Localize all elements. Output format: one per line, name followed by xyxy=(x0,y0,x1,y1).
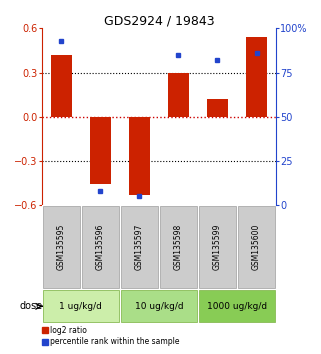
FancyBboxPatch shape xyxy=(43,206,80,288)
FancyBboxPatch shape xyxy=(82,206,119,288)
FancyBboxPatch shape xyxy=(199,290,275,322)
FancyBboxPatch shape xyxy=(199,206,236,288)
FancyBboxPatch shape xyxy=(121,206,158,288)
Legend: log2 ratio, percentile rank within the sample: log2 ratio, percentile rank within the s… xyxy=(43,326,179,346)
Text: dose: dose xyxy=(20,301,43,311)
Bar xyxy=(129,117,150,195)
Bar xyxy=(207,99,228,117)
FancyBboxPatch shape xyxy=(238,206,275,288)
Text: GSM135600: GSM135600 xyxy=(252,224,261,270)
Text: GSM135596: GSM135596 xyxy=(96,224,105,270)
Text: GSM135598: GSM135598 xyxy=(174,224,183,270)
Text: 1 ug/kg/d: 1 ug/kg/d xyxy=(59,302,102,311)
Text: GSM135597: GSM135597 xyxy=(135,224,144,270)
FancyBboxPatch shape xyxy=(160,206,197,288)
Title: GDS2924 / 19843: GDS2924 / 19843 xyxy=(104,14,214,27)
Text: 1000 ug/kg/d: 1000 ug/kg/d xyxy=(207,302,267,311)
Bar xyxy=(50,55,72,117)
Text: 10 ug/kg/d: 10 ug/kg/d xyxy=(134,302,183,311)
Bar xyxy=(168,73,189,117)
Text: GSM135595: GSM135595 xyxy=(57,224,66,270)
Bar xyxy=(90,117,111,184)
FancyBboxPatch shape xyxy=(121,290,197,322)
Text: GSM135599: GSM135599 xyxy=(213,224,222,270)
FancyBboxPatch shape xyxy=(43,290,119,322)
Bar xyxy=(246,37,267,117)
